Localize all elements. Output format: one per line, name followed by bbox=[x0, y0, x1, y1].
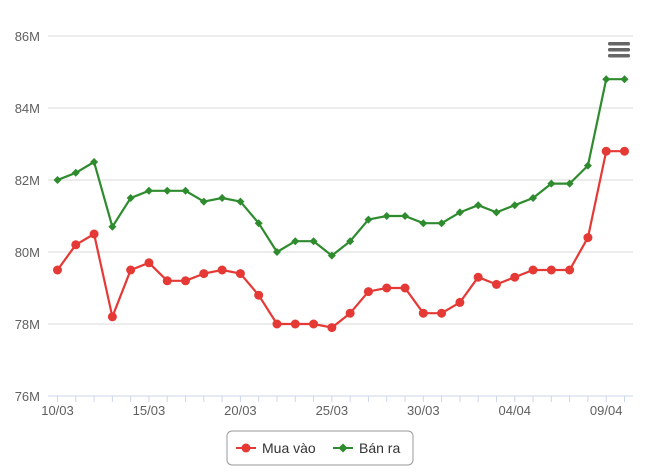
legend-box bbox=[226, 430, 414, 466]
data-point[interactable] bbox=[126, 265, 136, 275]
data-point[interactable] bbox=[181, 276, 191, 286]
x-tick-label: 04/04 bbox=[498, 403, 531, 418]
y-tick-label: 80M bbox=[15, 245, 40, 260]
data-point[interactable] bbox=[620, 75, 629, 84]
data-point[interactable] bbox=[199, 269, 209, 279]
data-point[interactable] bbox=[437, 308, 447, 318]
data-point[interactable] bbox=[144, 258, 154, 268]
series-mua-vao bbox=[53, 146, 629, 333]
legend-label-ban-ra: Bán ra bbox=[359, 440, 400, 456]
data-point[interactable] bbox=[217, 265, 227, 275]
data-point[interactable] bbox=[583, 161, 592, 170]
data-point[interactable] bbox=[199, 197, 208, 206]
data-point[interactable] bbox=[565, 179, 574, 188]
data-point[interactable] bbox=[601, 146, 611, 156]
data-point[interactable] bbox=[89, 229, 99, 239]
data-point[interactable] bbox=[382, 212, 391, 220]
data-point[interactable] bbox=[272, 319, 282, 329]
x-tick-label: 30/03 bbox=[407, 403, 440, 418]
data-point[interactable] bbox=[565, 265, 575, 275]
data-point[interactable] bbox=[254, 290, 264, 300]
data-point[interactable] bbox=[291, 237, 300, 246]
data-point[interactable] bbox=[473, 272, 483, 282]
series-line bbox=[57, 78, 625, 257]
data-point[interactable] bbox=[162, 276, 172, 286]
data-point[interactable] bbox=[327, 251, 336, 260]
data-point[interactable] bbox=[510, 201, 519, 210]
data-point[interactable] bbox=[400, 283, 410, 293]
data-point[interactable] bbox=[254, 219, 263, 228]
y-tick-label: 78M bbox=[15, 317, 40, 332]
data-point[interactable] bbox=[345, 308, 355, 318]
data-point[interactable] bbox=[474, 201, 483, 210]
data-point[interactable] bbox=[547, 179, 556, 188]
legend-item-mua-vao[interactable]: Mua vào bbox=[236, 440, 316, 456]
data-point[interactable] bbox=[455, 297, 465, 307]
hamburger-menu-icon bbox=[608, 42, 630, 58]
data-point[interactable] bbox=[419, 219, 428, 228]
series-line bbox=[56, 150, 625, 329]
data-point[interactable] bbox=[108, 222, 117, 231]
data-point[interactable] bbox=[363, 287, 373, 297]
x-axis: 10/03 15/03 20/03 25/03 30/03 04/04 09/04 bbox=[41, 395, 633, 418]
x-tick-label: 15/03 bbox=[133, 403, 166, 418]
data-point[interactable] bbox=[309, 319, 319, 329]
series-layer bbox=[53, 75, 629, 333]
data-point[interactable] bbox=[546, 265, 556, 275]
y-tick-label: 76M bbox=[15, 389, 40, 404]
data-point[interactable] bbox=[290, 319, 300, 329]
data-point[interactable] bbox=[529, 194, 538, 202]
data-point[interactable] bbox=[218, 194, 227, 202]
data-point[interactable] bbox=[620, 146, 629, 156]
legend-marker-ban-ra bbox=[338, 443, 348, 453]
y-tick-label: 86M bbox=[15, 29, 40, 44]
data-point[interactable] bbox=[346, 237, 355, 246]
data-point[interactable] bbox=[181, 186, 190, 195]
data-point[interactable] bbox=[71, 168, 80, 177]
data-point[interactable] bbox=[71, 240, 81, 250]
data-point[interactable] bbox=[327, 323, 337, 333]
data-point[interactable] bbox=[510, 272, 520, 282]
x-tick-label: 10/03 bbox=[41, 403, 74, 418]
data-point[interactable] bbox=[53, 176, 62, 184]
grid-lines bbox=[48, 35, 633, 397]
data-point[interactable] bbox=[437, 219, 446, 228]
series-ban-ra bbox=[53, 75, 629, 260]
data-point[interactable] bbox=[583, 233, 593, 243]
y-tick-label: 82M bbox=[15, 173, 40, 188]
legend-item-ban-ra[interactable]: Bán ra bbox=[333, 440, 400, 456]
data-point[interactable] bbox=[309, 237, 318, 246]
y-tick-label: 84M bbox=[15, 101, 40, 116]
data-point[interactable] bbox=[602, 75, 611, 84]
data-point[interactable] bbox=[144, 186, 153, 195]
data-point[interactable] bbox=[163, 186, 172, 195]
data-point[interactable] bbox=[418, 308, 428, 318]
legend: Mua vào Bán ra bbox=[226, 430, 414, 466]
data-point[interactable] bbox=[126, 194, 135, 202]
data-point[interactable] bbox=[382, 283, 392, 293]
data-point[interactable] bbox=[107, 312, 117, 322]
data-point[interactable] bbox=[236, 197, 245, 206]
x-tick-label: 09/04 bbox=[590, 403, 623, 418]
data-point[interactable] bbox=[235, 269, 245, 279]
data-point[interactable] bbox=[492, 208, 501, 217]
data-point[interactable] bbox=[401, 212, 410, 220]
data-point[interactable] bbox=[455, 208, 464, 217]
y-axis: 76M 78M 80M 82M 84M 86M bbox=[15, 29, 40, 404]
data-point[interactable] bbox=[53, 265, 62, 275]
data-point[interactable] bbox=[364, 215, 373, 224]
data-point[interactable] bbox=[528, 265, 538, 275]
chart-menu-button[interactable] bbox=[608, 42, 630, 58]
legend-marker-mua-vao bbox=[241, 443, 251, 453]
x-tick-label: 25/03 bbox=[316, 403, 349, 418]
data-point[interactable] bbox=[491, 279, 501, 289]
data-point[interactable] bbox=[272, 248, 281, 256]
data-point[interactable] bbox=[90, 158, 99, 166]
x-tick-label: 20/03 bbox=[224, 403, 257, 418]
legend-label-mua-vao: Mua vào bbox=[262, 440, 316, 456]
